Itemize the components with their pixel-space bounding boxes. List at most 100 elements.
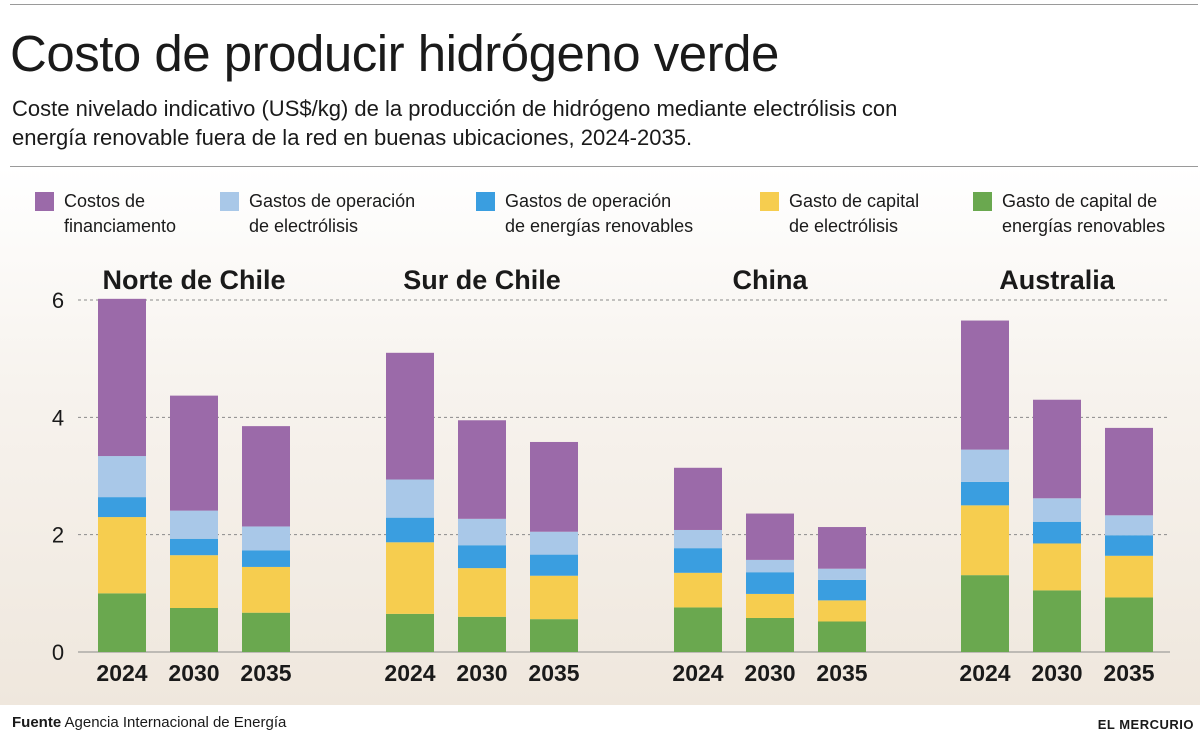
bar-segment xyxy=(961,320,1009,450)
bar-segment xyxy=(1033,543,1081,591)
bar-segment xyxy=(1033,590,1081,652)
bar-segment xyxy=(1105,555,1153,598)
bar-segment xyxy=(1105,597,1153,652)
header-rule xyxy=(10,166,1198,167)
bar-segment xyxy=(530,531,578,555)
bar-segment xyxy=(746,593,794,618)
bar-segment xyxy=(170,538,218,556)
legend-label: Gasto de capital de electrólisis xyxy=(789,189,989,239)
y-tick-label: 6 xyxy=(52,288,64,313)
bar-segment xyxy=(242,550,290,567)
legend-label: Costos de financiamento xyxy=(64,189,264,239)
bar-segment xyxy=(818,579,866,601)
x-tick-label: 2030 xyxy=(168,660,219,686)
bar-segment xyxy=(242,526,290,551)
bar-segment xyxy=(674,529,722,549)
bar-segment xyxy=(242,612,290,652)
bar-segment xyxy=(1105,515,1153,536)
x-tick-label: 2030 xyxy=(456,660,507,686)
source-note: Fuente Agencia Internacional de Energía xyxy=(12,714,286,731)
bar-segment xyxy=(98,298,146,457)
group-title: Norte de Chile xyxy=(102,265,285,295)
bar-segment xyxy=(1033,399,1081,499)
x-tick-label: 2024 xyxy=(96,660,147,686)
bar-segment xyxy=(961,449,1009,482)
bar-segment xyxy=(818,527,866,569)
legend-label: Gastos de operación de electrólisis xyxy=(249,189,449,239)
bar-segment xyxy=(1105,427,1153,516)
x-tick-label: 2024 xyxy=(672,660,723,686)
bar-segment xyxy=(170,555,218,608)
y-tick-label: 4 xyxy=(52,405,64,430)
bar-segment xyxy=(674,467,722,530)
x-tick-label: 2035 xyxy=(528,660,579,686)
bar-segment xyxy=(674,548,722,573)
legend-label: Gasto de capital de energías renovables xyxy=(1002,189,1200,239)
bar-segment xyxy=(458,518,506,546)
bar-segment xyxy=(746,617,794,652)
x-tick-label: 2035 xyxy=(816,660,867,686)
bar-segment xyxy=(386,352,434,480)
stacked-bar-chart: 0 2 4 6 Norte de Chile 2024 2030 2035 Sur de Chi… xyxy=(52,265,1170,686)
chart-title: Costo de producir hidrógeno verde xyxy=(10,25,779,82)
legend-label-line: Gasto de capital de xyxy=(1002,191,1158,211)
bar-segment xyxy=(458,545,506,569)
x-tick-label: 2035 xyxy=(1103,660,1154,686)
legend-swatch xyxy=(220,192,239,211)
legend-label-line: Gastos de operación xyxy=(505,191,672,211)
top-rule xyxy=(10,4,1198,5)
bar-segment xyxy=(242,426,290,527)
group-title: Sur de Chile xyxy=(403,265,561,295)
bar-segment xyxy=(746,513,794,560)
legend-swatch xyxy=(476,192,495,211)
legend-label-line: Costos de xyxy=(64,191,146,211)
group-title: China xyxy=(732,265,808,295)
bar-segment xyxy=(98,593,146,652)
bar-segment xyxy=(674,572,722,608)
legend-label-line: de electrólisis xyxy=(789,216,899,236)
legend-label-line: de electrólisis xyxy=(249,216,359,236)
bar-segment xyxy=(530,575,578,620)
bar-segment xyxy=(386,613,434,652)
bar-segment xyxy=(242,566,290,613)
bar-segment xyxy=(746,572,794,594)
legend-label-line: Gastos de operación xyxy=(249,191,416,211)
bar-segment xyxy=(98,456,146,498)
legend-label-line: Gasto de capital xyxy=(789,191,920,211)
group-title: Australia xyxy=(999,265,1116,295)
bar-segment xyxy=(674,607,722,652)
bar-segment xyxy=(961,575,1009,652)
x-tick-label: 2024 xyxy=(959,660,1010,686)
bar-segment xyxy=(386,517,434,543)
bar-segment xyxy=(1033,498,1081,522)
x-tick-label: 2030 xyxy=(744,660,795,686)
bar-segment xyxy=(98,517,146,594)
bar-segment xyxy=(458,420,506,519)
bar-segment xyxy=(818,568,866,580)
bar-segment xyxy=(170,608,218,652)
x-tick-label: 2024 xyxy=(384,660,435,686)
bar-segment xyxy=(530,619,578,652)
legend-swatch xyxy=(973,192,992,211)
brand-logo: EL MERCURIO xyxy=(1097,717,1194,732)
bar-segment xyxy=(98,497,146,518)
source-text: Agencia Internacional de Energía xyxy=(64,714,287,731)
legend-label-line: financiamento xyxy=(64,216,177,236)
x-tick-label: 2035 xyxy=(240,660,291,686)
bar-segment xyxy=(961,481,1009,506)
legend-swatch xyxy=(35,192,54,211)
bar-segment xyxy=(1033,521,1081,544)
legend-label-line: de energías renovables xyxy=(505,216,694,236)
bar-segment xyxy=(961,505,1009,576)
bar-segment xyxy=(170,510,218,539)
bar-segment xyxy=(386,479,434,518)
y-tick-label: 2 xyxy=(52,523,64,548)
source-label: Fuente xyxy=(12,714,62,731)
chart-subtitle: Coste nivelado indicativo (US$/kg) de la… xyxy=(12,96,898,150)
bar-segment xyxy=(818,621,866,652)
bar-segment xyxy=(170,395,218,511)
x-tick-label: 2030 xyxy=(1031,660,1082,686)
bar-segment xyxy=(458,616,506,652)
legend-swatch xyxy=(760,192,779,211)
legend-label: Gastos de operación de energías renovabl… xyxy=(505,189,705,239)
